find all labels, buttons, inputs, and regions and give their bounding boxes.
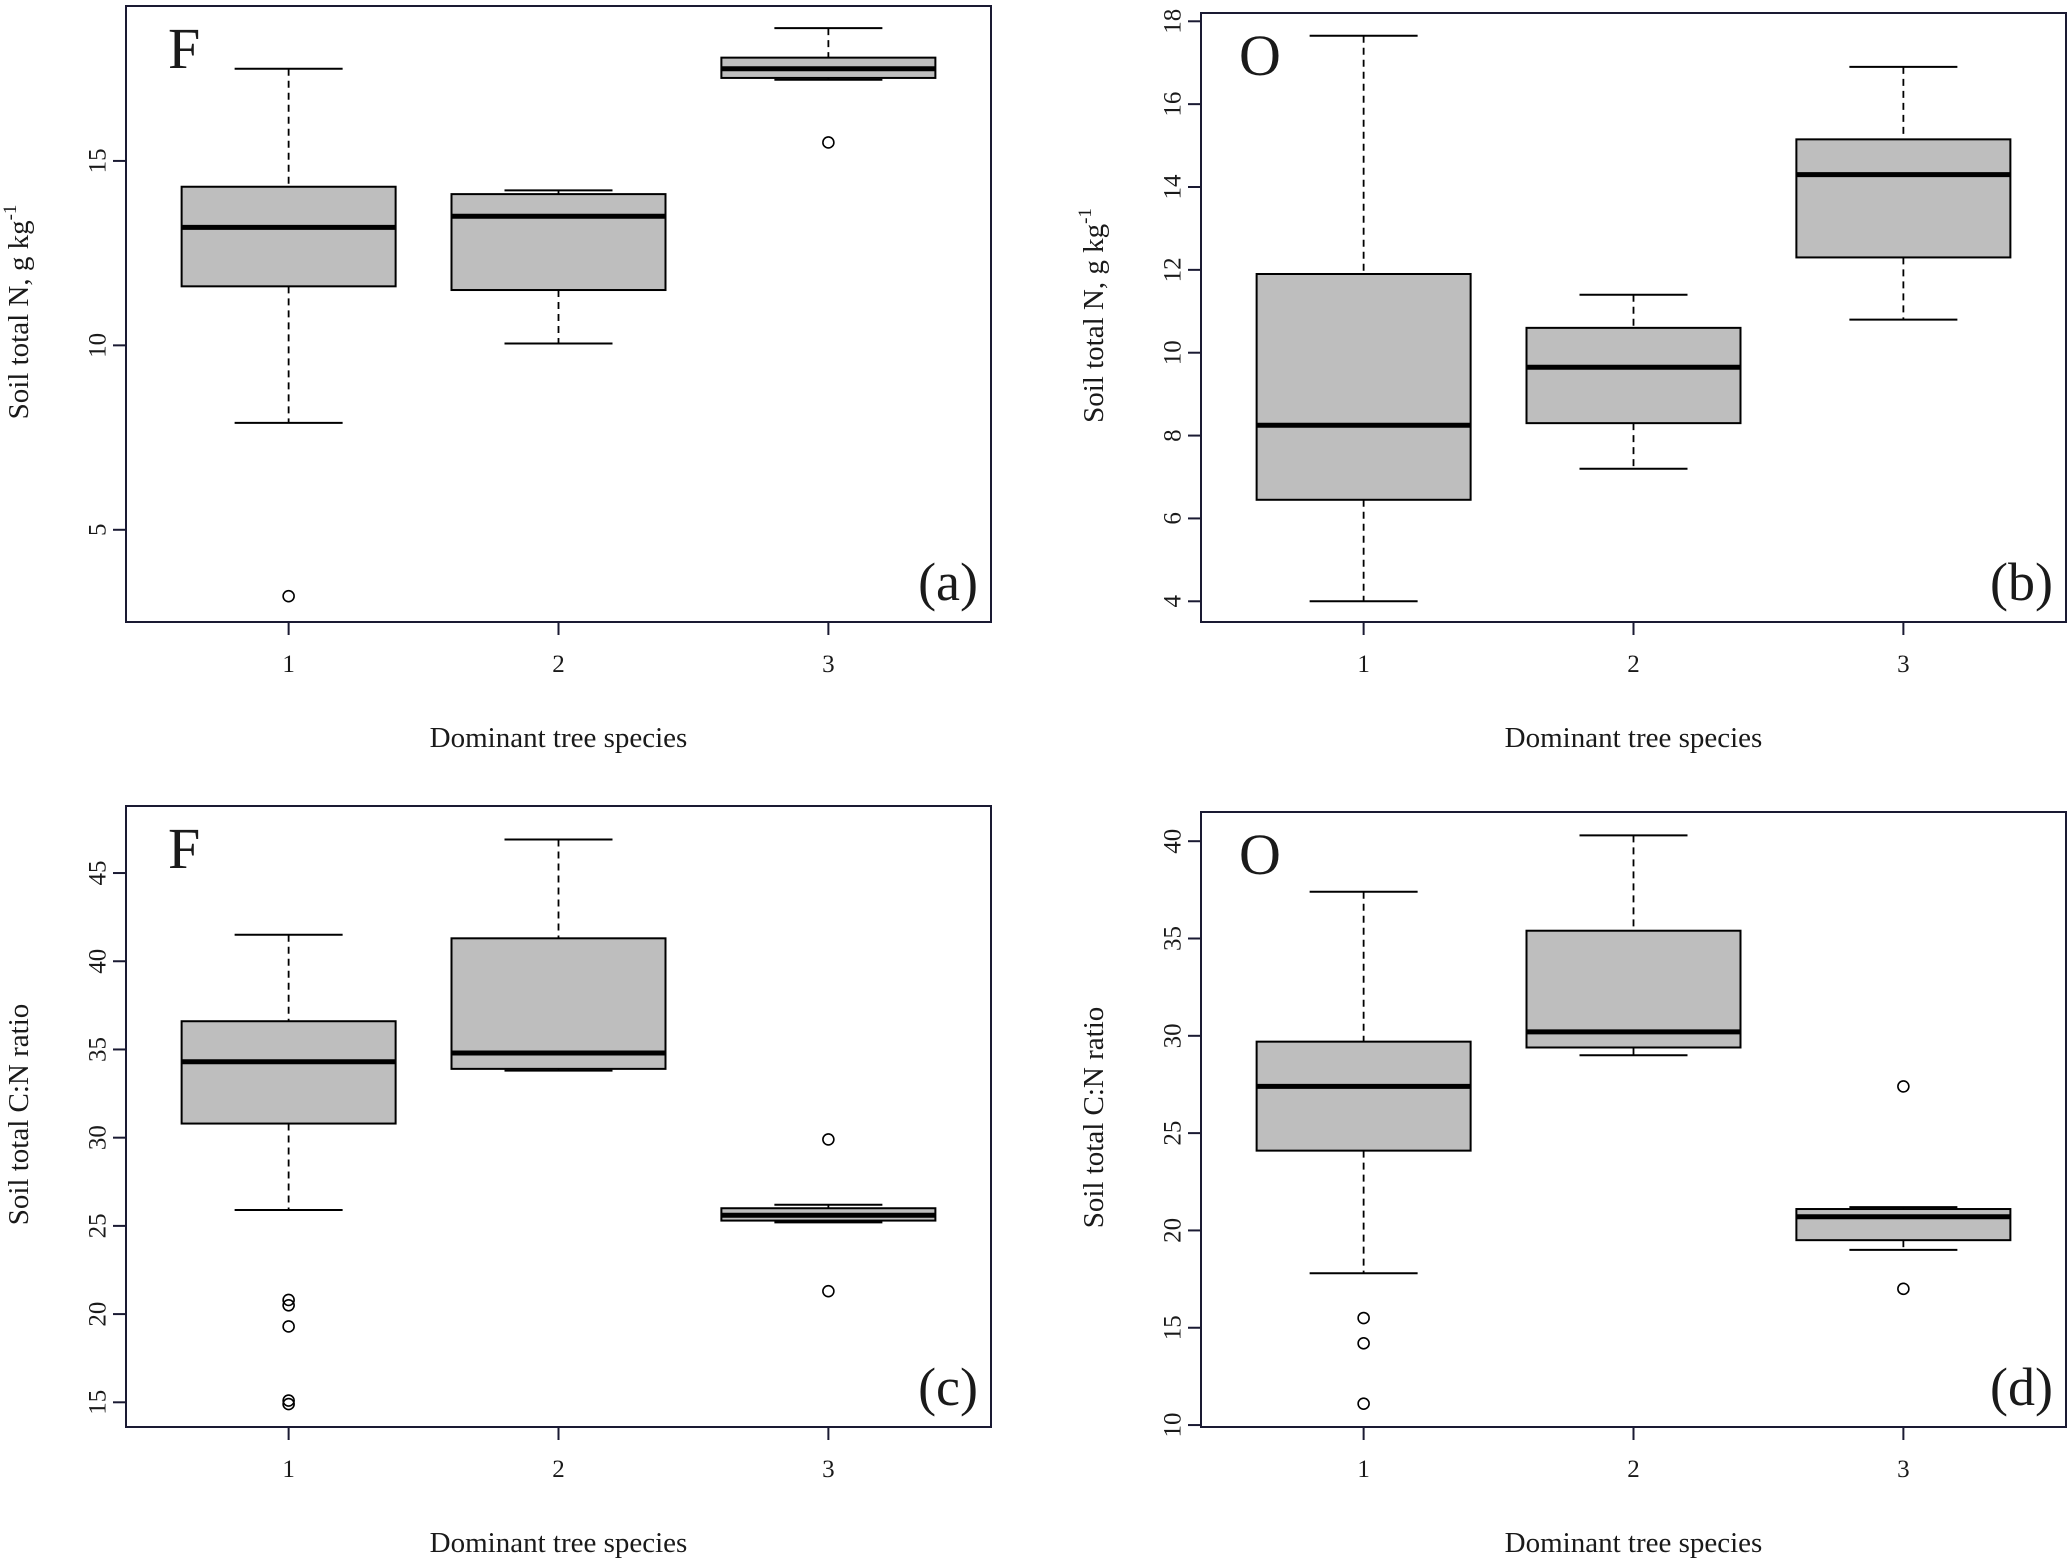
outlier-point [1357, 1311, 1370, 1325]
y-axis-title: Soil total N, g kg-1 [0, 205, 35, 420]
y-tick-label: 10 [1160, 1413, 1187, 1438]
y-tick-label: 14 [1160, 174, 1187, 200]
outlier-point [1897, 1080, 1910, 1093]
box-category-2 [1525, 293, 1742, 470]
x-tick-label: 3 [822, 1456, 835, 1483]
panel-d: 10 15 20 25 30 35 40 1 2 3 Dominant tree species So… [1078, 811, 2067, 1558]
y-tick-label: 4 [1160, 595, 1187, 608]
y-tick-label: 10 [85, 333, 112, 358]
panel-tag: (d) [1990, 1357, 2053, 1417]
outlier-point [822, 1133, 835, 1146]
y-tick-label: 18 [1160, 9, 1187, 34]
outlier-point [282, 1298, 295, 1312]
x-axis-title: Dominant tree species [430, 1527, 688, 1558]
y-tick-label: 16 [1160, 92, 1187, 117]
panel-letter: F [168, 816, 200, 881]
y-tick-label: 8 [1160, 429, 1187, 442]
box-category-2 [450, 189, 667, 345]
panel-tag: (b) [1990, 552, 2053, 612]
x-axis-title: Dominant tree species [1505, 722, 1763, 754]
y-tick-label: 15 [1160, 1315, 1187, 1340]
box-category-1 [1255, 890, 1472, 1410]
y-tick-label: 20 [85, 1302, 112, 1327]
y-tick-label: 35 [85, 1037, 112, 1062]
panel-tag: (c) [918, 1357, 978, 1417]
x-tick-label: 2 [1627, 1456, 1640, 1483]
x-tick-label: 2 [552, 1456, 565, 1483]
box-category-3 [1795, 65, 2012, 321]
x-tick-label: 2 [1627, 651, 1640, 678]
iqr-box [1525, 929, 1742, 1049]
panel-letter: O [1239, 23, 1281, 88]
y-tick-label: 20 [1160, 1218, 1187, 1243]
iqr-box [450, 193, 667, 292]
outlier-point [1357, 1397, 1370, 1410]
y-tick-label: 25 [1160, 1121, 1187, 1146]
iqr-box [1795, 138, 2012, 259]
y-tick-label: 15 [85, 1390, 112, 1415]
x-tick-label: 1 [1357, 651, 1370, 678]
x-tick-label: 1 [282, 1456, 295, 1483]
outlier-point [822, 136, 835, 149]
panel-c: 15 20 25 30 35 40 45 1 2 3 Dominant tree species So… [3, 805, 992, 1558]
outlier-point [1897, 1282, 1910, 1296]
panel-letter: F [168, 16, 200, 81]
x-tick-label: 3 [822, 651, 835, 678]
iqr-box [450, 937, 667, 1070]
y-tick-label: 12 [1160, 257, 1187, 282]
box-category-3 [720, 27, 937, 149]
box-category-3 [1795, 1080, 2012, 1296]
y-tick-label: 15 [85, 148, 112, 173]
y-tick-label: 30 [1160, 1023, 1187, 1048]
outlier-point [282, 1397, 295, 1411]
y-axis-title: Soil total C:N ratio [3, 1004, 35, 1226]
box-category-1 [180, 933, 397, 1411]
x-axis-title: Dominant tree species [1505, 1527, 1763, 1558]
box-category-2 [1525, 834, 1742, 1057]
outlier-point [282, 1394, 295, 1407]
y-axis-title: Soil total C:N ratio [1078, 1007, 1110, 1229]
y-tick-label: 5 [85, 524, 112, 537]
iqr-box [1255, 1040, 1472, 1152]
outlier-point [1357, 1337, 1370, 1350]
box-category-2 [450, 838, 667, 1072]
outlier-point [282, 589, 295, 603]
x-tick-label: 2 [552, 651, 565, 678]
x-tick-label: 3 [1897, 1456, 1910, 1483]
iqr-box [1795, 1208, 2012, 1242]
y-tick-label: 10 [1160, 340, 1187, 365]
box-category-1 [180, 67, 397, 603]
y-tick-label: 35 [1160, 926, 1187, 951]
x-tick-label: 1 [282, 651, 295, 678]
y-tick-label: 45 [85, 861, 112, 886]
iqr-box [1255, 273, 1472, 501]
box-category-3 [720, 1133, 937, 1298]
x-axis-title: Dominant tree species [430, 722, 688, 754]
plot-frame [125, 5, 992, 623]
box-category-1 [1255, 34, 1472, 603]
y-tick-label: 40 [1160, 829, 1187, 854]
outlier-point [282, 1293, 295, 1307]
x-tick-label: 3 [1897, 651, 1910, 678]
iqr-box [1525, 326, 1742, 425]
outlier-point [282, 1320, 295, 1333]
y-axis-title: Soil total N, g kg-1 [1075, 208, 1110, 423]
iqr-box [180, 185, 397, 288]
panel-tag: (a) [918, 552, 978, 612]
iqr-box [180, 1020, 397, 1125]
y-tick-label: 6 [1160, 512, 1187, 525]
x-tick-label: 1 [1357, 1456, 1370, 1483]
y-tick-label: 25 [85, 1213, 112, 1238]
panel-a: 5 10 15 1 2 3 Dominant tree species Soil total … [0, 5, 992, 754]
panel-letter: O [1239, 822, 1281, 887]
y-tick-label: 30 [85, 1125, 112, 1150]
outlier-point [822, 1284, 835, 1298]
y-tick-label: 40 [85, 949, 112, 974]
